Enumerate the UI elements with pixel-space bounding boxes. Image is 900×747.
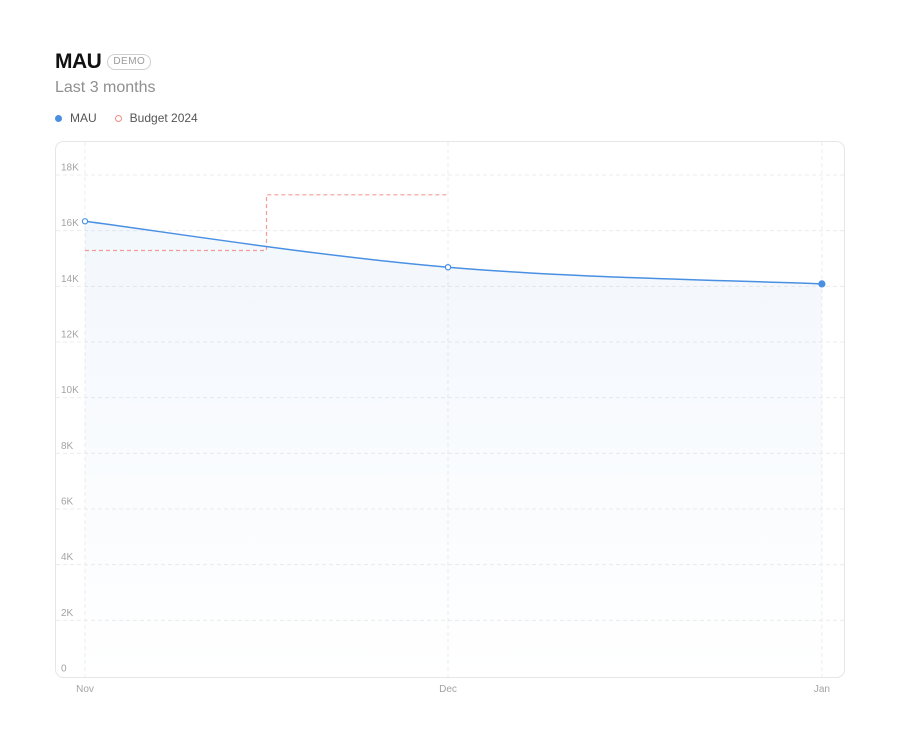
mau-area — [85, 221, 822, 677]
y-tick-label-2: 4K — [61, 552, 74, 563]
chart-subtitle: Last 3 months — [55, 79, 156, 96]
legend-dot-budget-icon — [114, 114, 122, 122]
legend-label-mau: MAU — [70, 111, 97, 125]
series-layer — [81, 194, 826, 677]
legend-label-budget: Budget 2024 — [129, 111, 198, 125]
x-axis: Nov Dec Jan — [76, 684, 830, 695]
x-tick-label-2: Jan — [814, 684, 830, 695]
y-tick-label-5: 10K — [61, 385, 79, 396]
y-tick-label-1: 2K — [61, 608, 74, 619]
mau-point-2 — [818, 280, 826, 288]
y-axis: 0 2K 4K 6K 8K 10K 12K 14K 16K 18K — [61, 163, 79, 675]
y-tick-label-0: 0 — [61, 664, 67, 675]
chart-legend: MAU Budget 2024 — [55, 111, 198, 125]
legend-item-budget[interactable]: Budget 2024 — [114, 111, 198, 125]
mau-point-0 — [81, 218, 89, 225]
y-tick-label-9: 18K — [61, 163, 79, 174]
x-tick-label-0: Nov — [76, 684, 94, 695]
demo-badge: DEMO — [107, 54, 152, 70]
legend-dot-mau-icon — [55, 114, 62, 122]
y-tick-label-4: 8K — [61, 441, 74, 452]
y-tick-label-7: 14K — [61, 274, 79, 285]
legend-item-mau[interactable]: MAU — [55, 111, 97, 125]
x-tick-label-1: Dec — [439, 684, 457, 695]
y-tick-label-6: 12K — [61, 330, 79, 341]
title-row: MAU DEMO — [55, 50, 156, 74]
chart-title: MAU — [55, 50, 102, 73]
y-tick-label-3: 6K — [61, 497, 74, 508]
chart-header: MAU DEMO Last 3 months — [55, 50, 156, 97]
y-tick-label-8: 16K — [61, 218, 79, 229]
mau-point-1 — [444, 264, 452, 271]
